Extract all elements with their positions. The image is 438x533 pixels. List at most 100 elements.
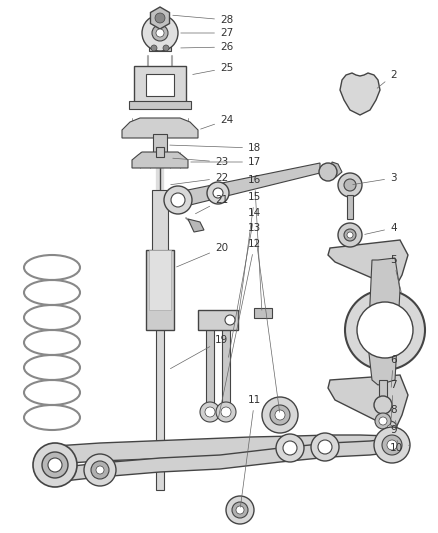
Circle shape: [142, 15, 178, 51]
Circle shape: [151, 45, 157, 51]
Circle shape: [318, 440, 332, 454]
Circle shape: [226, 496, 254, 524]
Circle shape: [270, 405, 290, 425]
Circle shape: [200, 402, 220, 422]
Circle shape: [382, 435, 398, 451]
Polygon shape: [178, 163, 320, 208]
Text: 10: 10: [390, 443, 410, 453]
Text: 11: 11: [240, 395, 261, 507]
Text: 28: 28: [173, 15, 233, 25]
Polygon shape: [368, 258, 400, 385]
Bar: [198, 310, 238, 330]
Text: 25: 25: [193, 63, 233, 75]
Bar: [153, 134, 167, 162]
Circle shape: [155, 13, 165, 23]
Circle shape: [236, 506, 244, 514]
Polygon shape: [340, 73, 380, 115]
Circle shape: [171, 193, 185, 207]
Text: 14: 14: [229, 208, 261, 357]
Bar: [146, 74, 174, 96]
Polygon shape: [55, 435, 390, 464]
Bar: [222, 320, 230, 410]
Circle shape: [382, 435, 402, 455]
Text: 23: 23: [173, 157, 228, 167]
Bar: [156, 210, 164, 490]
Text: 4: 4: [365, 223, 397, 235]
Circle shape: [152, 25, 168, 41]
Circle shape: [379, 417, 387, 425]
Circle shape: [42, 452, 68, 478]
Circle shape: [345, 290, 425, 370]
Circle shape: [387, 440, 397, 450]
Text: 8: 8: [390, 405, 397, 425]
Text: 17: 17: [191, 157, 261, 167]
Bar: [347, 195, 353, 219]
Circle shape: [232, 502, 248, 518]
Text: 9: 9: [390, 425, 398, 443]
Text: 6: 6: [390, 355, 397, 387]
Bar: [149, 45, 171, 51]
Circle shape: [91, 461, 109, 479]
Polygon shape: [132, 152, 188, 168]
Circle shape: [96, 466, 104, 474]
Circle shape: [344, 179, 356, 191]
Circle shape: [387, 425, 393, 431]
Circle shape: [338, 223, 362, 247]
Circle shape: [262, 397, 298, 433]
Text: 21: 21: [195, 195, 228, 214]
Text: 3: 3: [353, 173, 397, 184]
Circle shape: [48, 458, 62, 472]
Circle shape: [276, 434, 304, 462]
Circle shape: [164, 186, 192, 214]
Circle shape: [213, 188, 223, 198]
Text: 16: 16: [248, 175, 262, 310]
Text: 13: 13: [248, 223, 279, 412]
Bar: [129, 101, 191, 109]
Circle shape: [283, 441, 297, 455]
Circle shape: [275, 410, 285, 420]
Polygon shape: [188, 219, 204, 232]
Polygon shape: [122, 118, 198, 138]
Circle shape: [205, 407, 215, 417]
Circle shape: [344, 229, 356, 241]
Text: 22: 22: [171, 173, 228, 184]
Text: 7: 7: [390, 380, 397, 418]
Polygon shape: [328, 375, 408, 430]
Polygon shape: [151, 7, 170, 29]
Bar: [146, 250, 174, 330]
Circle shape: [156, 29, 164, 37]
Bar: [254, 308, 272, 318]
Circle shape: [311, 433, 339, 461]
Text: 27: 27: [181, 28, 233, 38]
Circle shape: [216, 402, 236, 422]
Circle shape: [84, 454, 116, 486]
Polygon shape: [328, 162, 342, 180]
Circle shape: [375, 413, 391, 429]
Circle shape: [221, 407, 231, 417]
Circle shape: [163, 45, 169, 51]
Circle shape: [319, 163, 337, 181]
Text: 26: 26: [181, 42, 233, 52]
Bar: [156, 147, 164, 157]
Circle shape: [357, 302, 413, 358]
Circle shape: [207, 182, 229, 204]
Circle shape: [338, 173, 362, 197]
Text: 18: 18: [170, 143, 261, 153]
Text: 24: 24: [201, 115, 233, 129]
Circle shape: [374, 427, 410, 463]
Circle shape: [383, 421, 397, 435]
Text: 15: 15: [238, 192, 261, 317]
Circle shape: [33, 443, 77, 487]
Bar: [152, 190, 168, 250]
Polygon shape: [55, 438, 395, 482]
Circle shape: [387, 440, 393, 446]
Bar: [149, 250, 171, 310]
Bar: [206, 320, 214, 410]
Text: 5: 5: [390, 255, 401, 292]
Circle shape: [347, 232, 353, 238]
Text: 20: 20: [177, 243, 228, 267]
Circle shape: [225, 315, 235, 325]
Text: 2: 2: [377, 70, 397, 88]
Text: 19: 19: [170, 335, 228, 369]
Polygon shape: [328, 240, 408, 288]
